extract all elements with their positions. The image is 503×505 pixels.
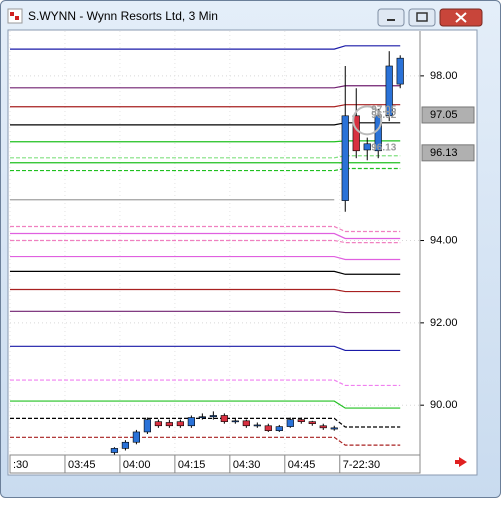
price-label: 97.05: [430, 109, 458, 121]
candle-body: [374, 115, 382, 152]
candle-body: [297, 419, 305, 422]
candle-body: [286, 419, 294, 427]
level-line: [10, 167, 401, 172]
level-line: [10, 104, 401, 108]
candle-body: [154, 421, 162, 427]
level-line: [10, 45, 401, 50]
candle-body: [176, 421, 184, 427]
level-line: [10, 232, 401, 240]
candle-body: [363, 143, 371, 151]
minimize-button[interactable]: [377, 8, 405, 27]
plot: 90.00 92.00 94.00 98.00 :30 03:45 04:00 04:15 04…: [9, 31, 475, 474]
level-line: [10, 379, 401, 387]
level-line: [10, 417, 401, 428]
restore-icon: [416, 12, 428, 22]
y-tick-label: 92.00: [430, 317, 458, 329]
candle-body: [275, 426, 283, 432]
candle-body: [253, 424, 261, 427]
candle-body: [121, 441, 130, 449]
candle-body: [143, 419, 151, 433]
candle-body: [110, 448, 119, 453]
y-tick-label: 98.00: [430, 70, 458, 82]
x-tick-label: 7-22:30: [343, 459, 380, 471]
level-line: [10, 436, 401, 446]
y-tick-label: 94.00: [430, 234, 458, 246]
scroll-arrow[interactable]: [455, 457, 467, 467]
candle-body: [330, 427, 338, 430]
candle-body: [242, 420, 250, 427]
candle-body: [231, 420, 239, 423]
candle-body: [220, 415, 228, 422]
annotation-label: 96.92: [371, 110, 396, 121]
annotation-label: 96.13: [371, 142, 396, 153]
restore-button[interactable]: [408, 8, 436, 27]
candle-body: [341, 115, 349, 201]
annotation-circle: [352, 105, 383, 136]
level-line: [10, 140, 401, 143]
candle-body: [319, 425, 327, 429]
level-line: [10, 85, 401, 89]
level-line: [10, 270, 401, 275]
app-icon-mark: [15, 16, 19, 20]
x-tick-label: :30: [13, 459, 28, 471]
x-tick-label: 04:15: [178, 459, 206, 471]
level-line: [10, 122, 401, 126]
price-label-box: [421, 144, 475, 162]
candle-body: [352, 115, 360, 152]
price-label-box: [421, 106, 475, 124]
level-line: [10, 288, 401, 293]
level-line: [10, 239, 401, 244]
close-icon: [455, 12, 467, 23]
level-line: [10, 255, 401, 261]
candle-body: [308, 421, 316, 425]
chart-area: [7, 29, 478, 476]
level-line: [10, 345, 401, 352]
x-tick-label: 04:00: [123, 459, 151, 471]
candle-body: [209, 415, 217, 418]
x-tick-label: 04:30: [233, 459, 261, 471]
candle-body: [132, 431, 141, 443]
candle-body: [187, 417, 195, 427]
candle-body: [396, 57, 404, 85]
price-label: 96.13: [430, 147, 458, 159]
candle-body: [165, 422, 173, 427]
x-tick-label: 03:45: [68, 459, 96, 471]
candle-body: [198, 416, 206, 419]
y-tick-label: 90.00: [430, 399, 458, 411]
window-title: S.WYNN - Wynn Resorts Ltd, 3 Min: [28, 9, 218, 23]
level-line: [10, 225, 401, 233]
x-tick-label: 04:45: [288, 459, 316, 471]
candle-body: [264, 425, 272, 432]
level-line: [10, 155, 401, 159]
annotation-label: 97.05: [371, 105, 396, 116]
level-line: [10, 400, 401, 409]
level-line: [10, 310, 401, 314]
candle-body: [385, 65, 393, 117]
app-icon-mark: [10, 12, 14, 16]
